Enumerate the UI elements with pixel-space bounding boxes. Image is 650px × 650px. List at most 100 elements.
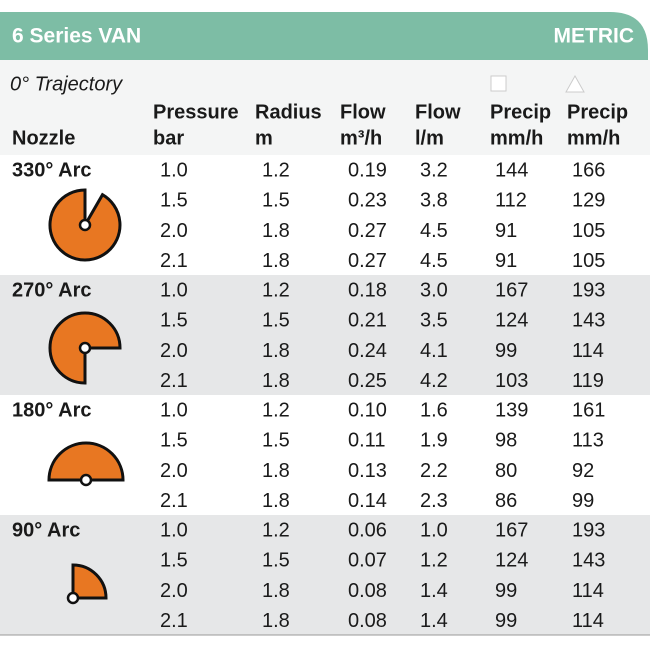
cell: 92 xyxy=(572,460,594,482)
cell: 161 xyxy=(572,399,605,421)
cell: 2.1 xyxy=(160,370,188,392)
cell: 1.5 xyxy=(160,190,188,212)
arc-icon xyxy=(71,563,108,600)
cell: 1.8 xyxy=(262,460,290,482)
column-header-bg xyxy=(0,60,650,155)
arc-center xyxy=(78,218,92,232)
square-icon xyxy=(490,75,507,92)
arc-center xyxy=(66,591,80,605)
cell: 99 xyxy=(495,580,517,602)
cell: 124 xyxy=(495,550,528,572)
cell: 2.1 xyxy=(160,250,188,272)
cell: 1.5 xyxy=(262,550,290,572)
nozzle-label: 270° Arc xyxy=(12,279,92,301)
cell: 1.0 xyxy=(160,519,188,541)
cell: 1.0 xyxy=(160,279,188,301)
cell: 112 xyxy=(495,190,527,212)
arc-center xyxy=(78,341,92,355)
cell: 144 xyxy=(495,159,528,181)
cell: 119 xyxy=(572,370,604,392)
cell: 167 xyxy=(495,519,528,541)
column-header: Precip xyxy=(490,101,551,123)
cell: 1.5 xyxy=(262,430,290,452)
cell: 1.2 xyxy=(262,159,290,181)
column-header: Radius xyxy=(255,101,322,123)
cell: 105 xyxy=(572,250,605,272)
cell: 0.18 xyxy=(348,279,387,301)
cell: 0.23 xyxy=(348,190,387,212)
arc-icon xyxy=(48,311,122,385)
cell: 124 xyxy=(495,310,528,332)
column-header: Nozzle xyxy=(12,127,75,149)
cell: 2.0 xyxy=(160,580,188,602)
cell: 114 xyxy=(572,610,604,632)
cell: 0.10 xyxy=(348,399,387,421)
cell: 3.0 xyxy=(420,279,448,301)
cell: 103 xyxy=(495,370,528,392)
group-bg xyxy=(0,515,650,635)
cell: 91 xyxy=(495,250,517,272)
cell: 2.1 xyxy=(160,490,188,512)
cell: 1.0 xyxy=(160,159,188,181)
header-bar xyxy=(0,12,648,60)
cell: 0.14 xyxy=(348,490,387,512)
cell: 1.4 xyxy=(420,580,448,602)
cell: 99 xyxy=(572,490,594,512)
column-header: l/m xyxy=(415,127,444,149)
cell: 91 xyxy=(495,220,517,242)
trajectory: 0° Trajectory xyxy=(10,73,123,95)
cell: 4.5 xyxy=(420,250,448,272)
cell: 0.06 xyxy=(348,519,387,541)
cell: 1.0 xyxy=(420,519,448,541)
cell: 4.2 xyxy=(420,370,448,392)
cell: 1.5 xyxy=(160,550,188,572)
cell: 114 xyxy=(572,340,604,362)
cell: 0.11 xyxy=(348,430,385,452)
cell: 2.0 xyxy=(160,340,188,362)
cell: 0.07 xyxy=(348,550,387,572)
cell: 3.2 xyxy=(420,159,448,181)
column-header: bar xyxy=(153,127,184,149)
column-header: Precip xyxy=(567,101,628,123)
cell: 1.5 xyxy=(160,310,188,332)
cell: 105 xyxy=(572,220,605,242)
cell: 0.08 xyxy=(348,610,387,632)
cell: 86 xyxy=(495,490,517,512)
column-header: m xyxy=(255,127,273,149)
cell: 2.0 xyxy=(160,460,188,482)
cell: 1.8 xyxy=(262,340,290,362)
cell: 129 xyxy=(572,190,605,212)
cell: 2.3 xyxy=(420,490,448,512)
cell: 1.5 xyxy=(262,310,290,332)
cell: 4.1 xyxy=(420,340,448,362)
cell: 193 xyxy=(572,279,605,301)
cell: 4.5 xyxy=(420,220,448,242)
cell: 0.08 xyxy=(348,580,387,602)
cell: 1.6 xyxy=(420,399,448,421)
column-header: mm/h xyxy=(490,127,543,149)
cell: 1.5 xyxy=(262,190,290,212)
cell: 98 xyxy=(495,430,517,452)
units: METRIC xyxy=(554,25,635,48)
cell: 99 xyxy=(495,610,517,632)
cell: 1.8 xyxy=(262,610,290,632)
cell: 1.4 xyxy=(420,610,448,632)
cell: 1.5 xyxy=(160,430,188,452)
cell: 3.8 xyxy=(420,190,448,212)
cell: 1.8 xyxy=(262,370,290,392)
cell: 167 xyxy=(495,279,528,301)
cell: 2.0 xyxy=(160,220,188,242)
cell: 1.9 xyxy=(420,430,448,452)
cell: 193 xyxy=(572,519,605,541)
nozzle-label: 180° Arc xyxy=(12,399,92,421)
column-header: Flow xyxy=(340,101,386,123)
cell: 1.8 xyxy=(262,580,290,602)
column-header: Flow xyxy=(415,101,461,123)
cell: 1.8 xyxy=(262,490,290,512)
column-header: m³/h xyxy=(340,127,382,149)
cell: 1.2 xyxy=(262,279,290,301)
cell: 143 xyxy=(572,310,605,332)
arc-icon xyxy=(47,441,125,482)
cell: 0.25 xyxy=(348,370,387,392)
